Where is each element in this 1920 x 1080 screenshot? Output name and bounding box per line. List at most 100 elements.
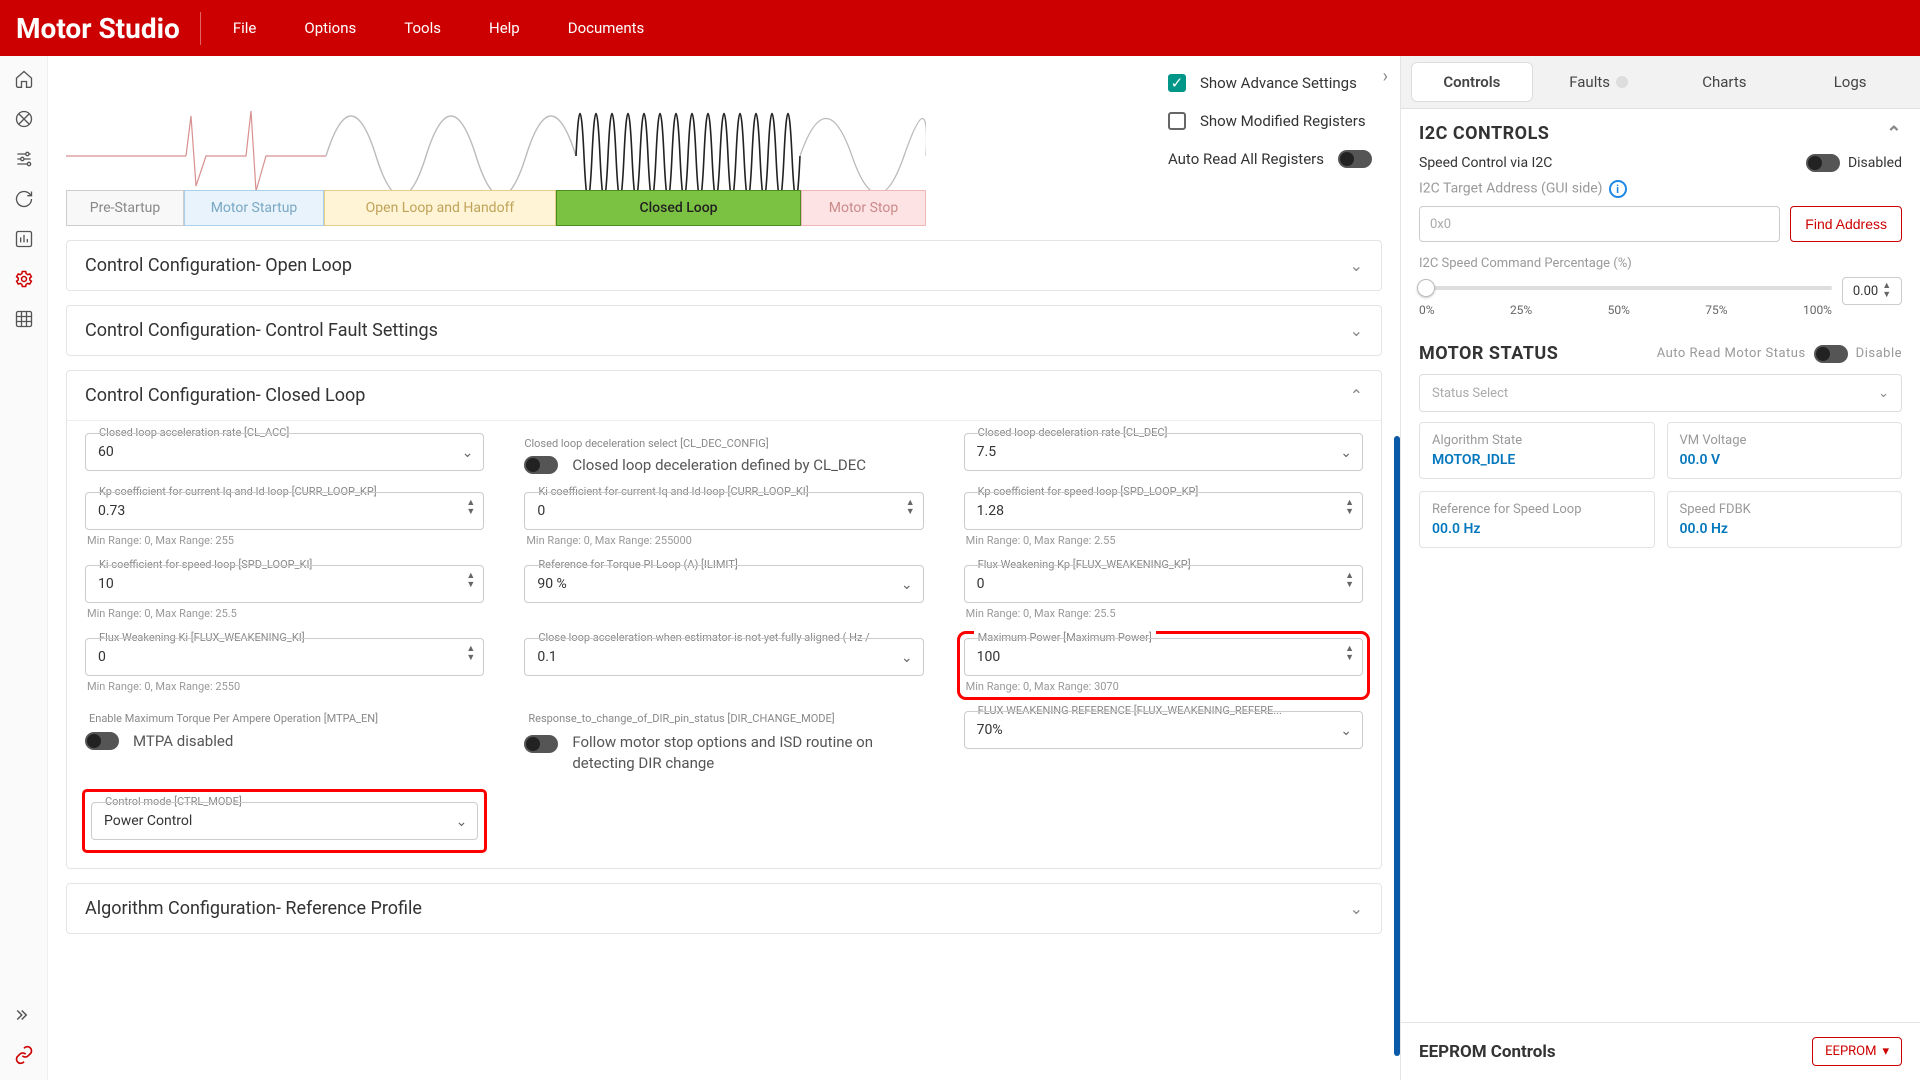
toggle-switch[interactable] (1806, 154, 1840, 172)
find-address-button[interactable]: Find Address (1790, 206, 1902, 242)
field-ilimit[interactable]: Reference for Torque PI Loop (A) [ILIMIT… (524, 565, 923, 620)
stage-motorstop[interactable]: Motor Stop (801, 190, 926, 226)
menu-options[interactable]: Options (284, 11, 376, 45)
info-icon[interactable]: i (1609, 180, 1627, 198)
chevron-down-icon: ⌄ (462, 445, 474, 461)
spinner-icon[interactable]: ▲▼ (466, 645, 475, 663)
sliders-icon[interactable] (13, 148, 35, 170)
toggle-disabled[interactable]: Disabled (1806, 154, 1902, 172)
field-help: Min Range: 0, Max Range: 255000 (524, 534, 923, 547)
chevron-up-icon[interactable]: ⌃ (1886, 123, 1902, 144)
tab-controls[interactable]: Controls (1411, 62, 1533, 102)
gear-icon[interactable] (13, 268, 35, 290)
field-spd-loop-ki[interactable]: Ki coefficient for speed loop [SPD_LOOP_… (85, 565, 484, 620)
chevron-down-icon: ⌄ (456, 814, 468, 830)
status-select[interactable]: Status Select ⌄ (1419, 374, 1902, 412)
stage-tabs: Pre-Startup Motor Startup Open Loop and … (66, 190, 926, 226)
accordion-header[interactable]: Algorithm Configuration- Reference Profi… (67, 884, 1381, 933)
speed-slider[interactable]: 0.00▲▼ (1419, 277, 1902, 299)
accordion-header[interactable]: Control Configuration- Open Loop ⌄ (67, 241, 1381, 290)
expand-icon[interactable] (13, 1004, 35, 1026)
checkbox-checked-icon[interactable]: ✓ (1168, 74, 1186, 92)
field-cl-acc[interactable]: Closed loop acceleration rate [CL_ACC] 6… (85, 433, 484, 474)
field-flux-kp[interactable]: Flux Weakening Kp [FLUX_WEAKENING_KP] 0▲… (964, 565, 1363, 620)
chart-icon[interactable] (13, 228, 35, 250)
eeprom-button[interactable]: EEPROM ▾ (1812, 1037, 1902, 1066)
link-icon[interactable] (13, 1044, 35, 1066)
field-ctrl-mode[interactable]: Control mode [CTRL_MODE] Power Control⌄ (91, 802, 478, 840)
menu-tools[interactable]: Tools (384, 11, 461, 45)
checkbox-icon[interactable] (1168, 112, 1186, 130)
row-target-addr-label: I2C Target Address (GUI side)i (1419, 180, 1902, 198)
eeprom-title: EEPROM Controls (1419, 1042, 1556, 1062)
field-value: 0 (977, 576, 985, 592)
tab-charts[interactable]: Charts (1665, 62, 1785, 102)
card-label: Reference for Speed Loop (1432, 502, 1642, 517)
field-value: Power Control (104, 813, 192, 829)
auto-read-label: Auto Read Motor Status (1657, 346, 1806, 361)
menu-help[interactable]: Help (469, 11, 540, 45)
spinner-icon[interactable]: ▲▼ (1345, 499, 1354, 517)
toggle-switch[interactable] (524, 456, 558, 474)
opt-show-modified[interactable]: Show Modified Registers (1168, 112, 1372, 130)
right-panel: Controls Faults Charts Logs I2C CONTROLS… (1400, 56, 1920, 1080)
spinner-icon[interactable]: ▲▼ (466, 572, 475, 590)
field-curr-loop-ki[interactable]: Ki coefficient for current Iq and Id loo… (524, 492, 923, 547)
accordion-ref-profile: Algorithm Configuration- Reference Profi… (66, 883, 1382, 934)
accordion-header[interactable]: Control Configuration- Closed Loop ⌃ (67, 371, 1381, 420)
status-card-vm: VM Voltage 00.0 V (1667, 422, 1903, 479)
toggle-switch[interactable] (85, 732, 119, 750)
field-ctrl-mode-wrap: Control mode [CTRL_MODE] Power Control⌄ (85, 792, 484, 850)
field-value: 0.1 (537, 649, 556, 665)
stage-prestartup[interactable]: Pre-Startup (66, 190, 184, 226)
field-help: Min Range: 0, Max Range: 3070 (964, 680, 1363, 693)
tick: 25% (1510, 303, 1532, 317)
field-curr-loop-kp[interactable]: Kp coefficient for current Iq and Id loo… (85, 492, 484, 547)
stage-openloop[interactable]: Open Loop and Handoff (324, 190, 556, 226)
opt-show-advance[interactable]: ✓ Show Advance Settings (1168, 74, 1372, 92)
opt-auto-read[interactable]: Auto Read All Registers (1168, 150, 1372, 168)
spinner-icon[interactable]: ▲▼ (1345, 572, 1354, 590)
field-max-power[interactable]: Maximum Power [Maximum Power] 100▲▼ Min … (964, 638, 1363, 693)
grid-icon[interactable] (13, 308, 35, 330)
status-card-fdbk: Speed FDBK 00.0 Hz (1667, 491, 1903, 548)
field-value: 70% (977, 722, 1003, 738)
stage-closedloop[interactable]: Closed Loop (556, 190, 801, 226)
field-cl-dec[interactable]: Closed loop deceleration rate [CL_DEC] 7… (964, 433, 1363, 474)
toggle-label: Disabled (1848, 155, 1902, 171)
spinner-icon[interactable]: ▲▼ (906, 499, 915, 517)
field-value: 0 (98, 649, 106, 665)
home-icon[interactable] (13, 68, 35, 90)
chevron-right-icon[interactable]: › (1383, 66, 1388, 87)
field-cl-acc-est[interactable]: Close loop acceleration when estimator i… (524, 638, 923, 693)
field-text: Closed loop deceleration defined by CL_D… (572, 456, 866, 474)
field-flux-ki[interactable]: Flux Weakening Ki [FLUX_WEAKENING_KI] 0▲… (85, 638, 484, 693)
spinner-icon[interactable]: ▲▼ (1882, 282, 1891, 300)
menu-documents[interactable]: Documents (548, 11, 665, 45)
tab-faults[interactable]: Faults (1539, 62, 1659, 102)
auto-read-status[interactable]: Auto Read Motor Status Disable (1657, 345, 1902, 363)
i2c-addr-input[interactable]: 0x0 (1419, 206, 1780, 242)
spinner-icon[interactable]: ▲▼ (1345, 645, 1354, 663)
field-value: 100 (977, 649, 1001, 665)
field-flux-ref[interactable]: FLUX WEAKENING REFERENCE [FLUX_WEAKENING… (964, 711, 1363, 774)
toggle-switch[interactable] (1814, 345, 1848, 363)
toggle-switch[interactable] (1338, 150, 1372, 168)
accordion-header[interactable]: Control Configuration- Control Fault Set… (67, 306, 1381, 355)
field-value: 60 (98, 444, 114, 460)
rotate-icon[interactable] (13, 188, 35, 210)
stage-motorstartup[interactable]: Motor Startup (184, 190, 324, 226)
slider-value[interactable]: 0.00▲▼ (1842, 277, 1902, 305)
toggle-switch[interactable] (524, 735, 558, 753)
chevron-down-icon: ⌄ (901, 577, 913, 593)
card-label: Algorithm State (1432, 433, 1642, 448)
tab-logs[interactable]: Logs (1790, 62, 1910, 102)
tick: 100% (1803, 303, 1832, 317)
field-cl-dec-config: Closed loop deceleration select [CL_DEC_… (524, 433, 923, 474)
spinner-icon[interactable]: ▲▼ (466, 499, 475, 517)
menu-file[interactable]: File (213, 11, 277, 45)
slider-thumb[interactable] (1417, 279, 1435, 297)
scrollbar-indicator[interactable] (1394, 436, 1400, 1056)
crossed-circle-icon[interactable] (13, 108, 35, 130)
field-spd-loop-kp[interactable]: Kp coefficient for speed loop [SPD_LOOP_… (964, 492, 1363, 547)
